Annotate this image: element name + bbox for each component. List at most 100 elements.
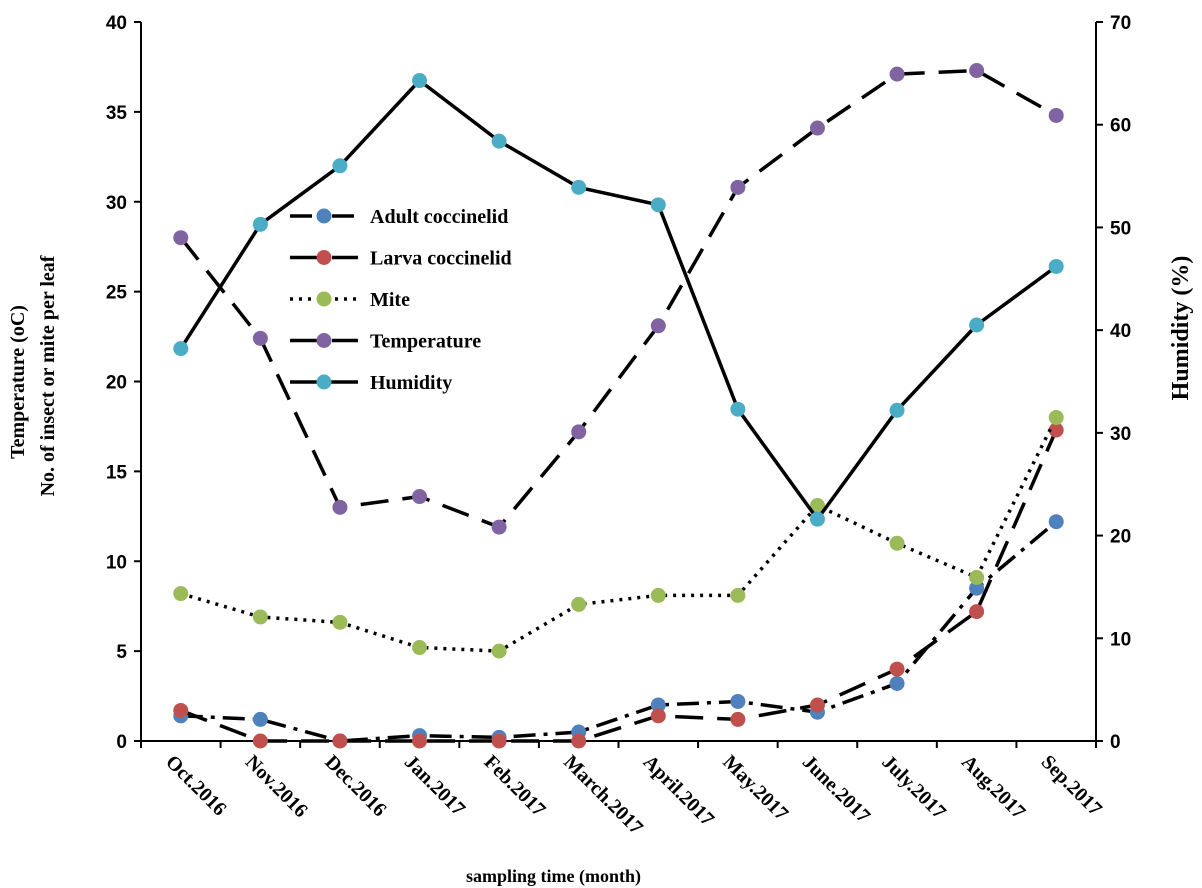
right-tick-label: 30 <box>1110 424 1131 445</box>
data-point-adult-coccinelid <box>1048 514 1064 530</box>
right-y-axis-title: Humidity (%) <box>1168 256 1194 401</box>
right-tick-label: 20 <box>1110 527 1131 548</box>
data-point-temperature <box>969 63 985 79</box>
left-tick-label: 30 <box>106 193 127 214</box>
right-tick-label: 70 <box>1110 13 1131 34</box>
data-point-larva-coccinelid <box>491 733 507 749</box>
right-tick-label: 40 <box>1110 321 1131 342</box>
data-point-larva-coccinelid <box>1048 422 1064 438</box>
data-point-adult-coccinelid <box>889 675 905 691</box>
data-point-larva-coccinelid <box>412 733 428 749</box>
data-point-humidity <box>1048 258 1064 274</box>
x-tick-label: Sep.2017 <box>1037 751 1106 820</box>
left-tick-label: 20 <box>106 373 127 394</box>
data-point-mite <box>650 587 666 603</box>
legend-label-larva-coccinelid: Larva coccinelid <box>370 248 512 270</box>
right-tick-label: 0 <box>1110 732 1121 753</box>
data-point-temperature <box>650 318 666 334</box>
data-point-larva-coccinelid <box>889 661 905 677</box>
data-point-mite <box>809 498 825 514</box>
right-tick-label: 60 <box>1110 116 1131 137</box>
x-tick-label: Jan.2017 <box>400 751 469 820</box>
left-tick-label: 15 <box>106 462 128 483</box>
data-point-temperature <box>809 120 825 136</box>
right-tick-label: 50 <box>1110 218 1131 239</box>
left-tick-label: 10 <box>106 552 127 573</box>
data-point-humidity <box>969 317 985 333</box>
data-point-temperature <box>889 66 905 82</box>
data-point-humidity <box>412 73 428 89</box>
left-tick-label: 25 <box>106 283 128 304</box>
data-point-mite <box>332 614 348 630</box>
axis-titles: sampling time (month) Temperature (oC) No.… <box>7 255 1194 887</box>
data-point-larva-coccinelid <box>650 708 666 724</box>
data-point-adult-coccinelid <box>730 693 746 709</box>
data-point-humidity <box>889 402 905 418</box>
left-tick-label: 0 <box>116 732 127 753</box>
right-tick-label: 10 <box>1110 629 1131 650</box>
x-tick-label: July.2017 <box>878 751 951 824</box>
data-point-humidity <box>332 158 348 174</box>
legend-label-temperature: Temperature <box>370 331 481 353</box>
data-point-temperature <box>730 179 746 195</box>
data-point-larva-coccinelid <box>252 733 268 749</box>
x-tick-label: May.2017 <box>718 751 792 825</box>
x-tick-label: Oct.2016 <box>161 751 230 820</box>
data-point-mite <box>1048 409 1064 425</box>
data-point-temperature <box>173 230 189 246</box>
data-point-larva-coccinelid <box>730 711 746 727</box>
data-point-temperature <box>1048 107 1064 123</box>
data-point-mite <box>173 586 189 602</box>
left-tick-label: 5 <box>116 642 127 663</box>
data-point-humidity <box>173 341 189 357</box>
data-point-humidity <box>730 401 746 417</box>
data-point-humidity <box>491 133 507 149</box>
data-point-mite <box>730 587 746 603</box>
legend-marker-larva-coccinelid <box>316 250 332 265</box>
legend-marker-mite <box>316 291 332 307</box>
data-point-adult-coccinelid <box>969 580 985 596</box>
series-line-larva-coccinelid <box>180 429 1058 743</box>
series-line-humidity <box>179 78 1058 521</box>
data-point-humidity <box>650 197 666 213</box>
data-point-mite <box>889 535 905 551</box>
legend-marker-adult-coccinelid <box>316 208 332 224</box>
series-line-mite <box>180 416 1058 653</box>
data-point-humidity <box>809 511 825 527</box>
x-tick-label: April.2017 <box>639 751 719 831</box>
data-point-mite <box>969 569 985 585</box>
data-point-larva-coccinelid <box>809 697 825 713</box>
data-point-mite <box>491 643 507 659</box>
legend-label-mite: Mite <box>370 289 410 311</box>
series-line-adult-coccinelid <box>180 520 1058 743</box>
legend-label-humidity: Humidity <box>370 372 452 394</box>
left-tick-label: 40 <box>106 13 127 34</box>
series-layer <box>173 63 1064 749</box>
data-point-humidity <box>571 179 587 195</box>
data-point-mite <box>412 640 428 656</box>
x-tick-label: Nov.2016 <box>241 751 312 822</box>
data-point-larva-coccinelid <box>332 733 348 749</box>
left-y-axis-title-line1: Temperature (oC) <box>7 305 29 459</box>
series-line-temperature <box>179 68 1058 529</box>
legend-marker-humidity <box>316 374 332 390</box>
data-point-temperature <box>491 519 507 535</box>
x-tick-label: Feb.2017 <box>480 751 550 821</box>
data-point-mite <box>252 609 268 625</box>
data-point-larva-coccinelid <box>969 604 985 620</box>
x-tick-label: March.2017 <box>559 751 647 839</box>
left-y-axis-title-line2: No. of insect or mite per leaf <box>37 255 59 496</box>
data-point-humidity <box>252 216 268 232</box>
data-point-temperature <box>571 424 587 440</box>
data-point-adult-coccinelid <box>650 697 666 713</box>
data-point-temperature <box>332 499 348 515</box>
left-tick-label: 35 <box>106 103 128 124</box>
data-point-adult-coccinelid <box>252 711 268 727</box>
data-point-temperature <box>412 489 428 505</box>
data-point-larva-coccinelid <box>173 702 189 718</box>
legend-label-adult-coccinelid: Adult coccinelid <box>370 206 508 228</box>
x-tick-label: Aug.2017 <box>957 751 1030 824</box>
data-point-mite <box>571 596 587 612</box>
x-tick-label: June.2017 <box>798 751 874 827</box>
